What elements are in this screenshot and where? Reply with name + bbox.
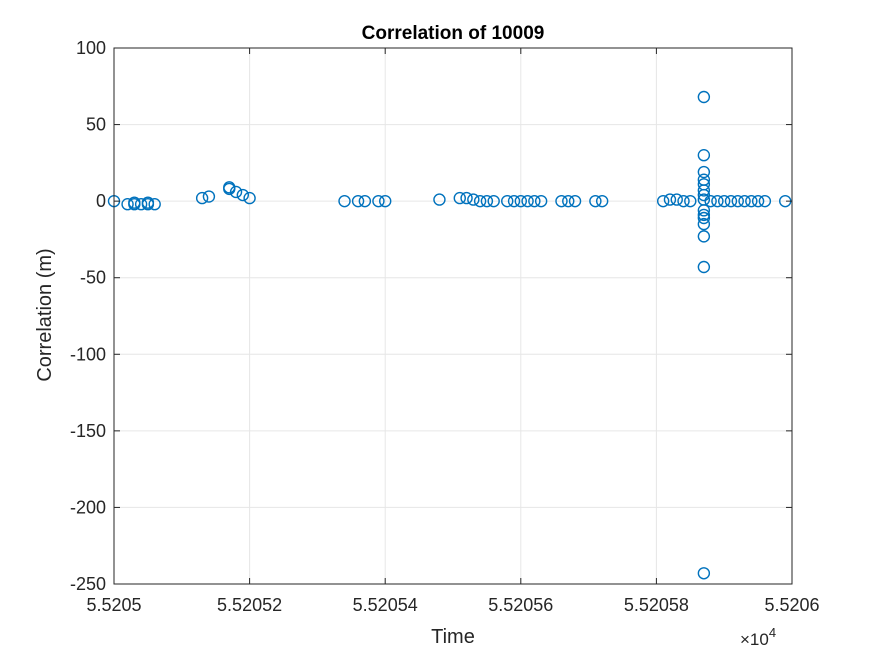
data-point: [141, 196, 155, 209]
data-point: [121, 198, 134, 211]
data-point: [751, 194, 765, 208]
data-point: [487, 194, 500, 208]
data-point: [236, 188, 250, 202]
data-point: [697, 208, 711, 222]
data-point: [223, 182, 236, 196]
y-tick-label: 0: [96, 191, 106, 211]
axes: 5.5205 5.52052 5.52054 5.52056 5.52058 5.5206…: [70, 38, 820, 615]
data-point: [697, 217, 711, 231]
data-point: [758, 194, 772, 208]
data-point: [351, 194, 365, 208]
data-point: [663, 193, 677, 206]
data-point: [338, 194, 351, 208]
plot-area: [114, 48, 792, 584]
data-point: [697, 211, 711, 225]
data-point: [379, 194, 392, 208]
data-point: [528, 194, 541, 208]
data-point: [453, 191, 466, 205]
data-point: [195, 191, 209, 205]
y-tick-label: -100: [70, 344, 106, 364]
data-point: [697, 165, 711, 179]
data-point: [677, 194, 690, 208]
data-point: [697, 90, 711, 104]
y-tick-label: 100: [76, 38, 106, 58]
data-point: [467, 193, 480, 206]
data-point: [589, 194, 602, 208]
data-point: [460, 191, 473, 205]
y-tick-label: 50: [86, 115, 106, 135]
y-tick-label: -200: [70, 497, 106, 517]
x-axis-exponent: ×104: [740, 625, 776, 649]
data-point: [480, 194, 494, 208]
x-tick-label: 5.52058: [624, 595, 689, 615]
data-point: [670, 193, 683, 206]
y-tick-label: -50: [80, 268, 106, 288]
chart-title: Correlation of 10009: [362, 23, 545, 44]
data-point: [731, 194, 744, 208]
x-tick-label: 5.5206: [764, 595, 819, 615]
data-points: [107, 90, 792, 580]
data-point: [358, 194, 372, 208]
y-axis-label: Correlation (m): [34, 248, 56, 381]
x-tick-label: 5.52052: [217, 595, 282, 615]
data-point: [656, 194, 670, 208]
data-point: [697, 204, 711, 217]
data-point: [718, 194, 731, 208]
data-point: [697, 184, 711, 197]
data-point: [711, 194, 724, 208]
data-point: [514, 194, 527, 208]
x-axis-label: Time: [431, 626, 475, 648]
data-point: [128, 196, 141, 209]
data-point: [555, 194, 568, 208]
x-tick-label: 5.52056: [488, 595, 553, 615]
data-point: [738, 194, 751, 208]
data-point: [595, 194, 609, 208]
data-point: [697, 567, 711, 580]
data-point: [568, 194, 582, 208]
data-point: [433, 193, 446, 206]
data-point: [697, 230, 711, 243]
data-point: [202, 190, 216, 203]
data-point: [243, 191, 256, 205]
data-point: [229, 185, 243, 199]
y-tick-label: -250: [70, 574, 106, 594]
axes-box: [113, 47, 793, 585]
data-point: [684, 194, 697, 208]
data-point: [534, 194, 548, 208]
data-point: [697, 148, 711, 162]
data-point: [372, 194, 385, 208]
data-point: [704, 194, 717, 208]
data-point: [507, 194, 521, 208]
data-point: [745, 194, 758, 208]
data-point: [724, 194, 738, 208]
data-point: [473, 194, 487, 208]
x-axis-exponent-power: 4: [769, 625, 776, 640]
data-point: [697, 260, 711, 274]
data-point: [562, 194, 575, 208]
data-point: [501, 194, 514, 208]
x-tick-label: 5.52054: [353, 595, 418, 615]
grid-lines: [113, 47, 793, 585]
data-point: [134, 198, 148, 211]
x-axis-exponent-base: ×10: [740, 630, 769, 649]
data-point: [521, 194, 534, 208]
x-tick-label: 5.5205: [86, 595, 141, 615]
y-tick-label: -150: [70, 421, 106, 441]
data-point: [697, 188, 711, 202]
data-point: [148, 198, 161, 211]
